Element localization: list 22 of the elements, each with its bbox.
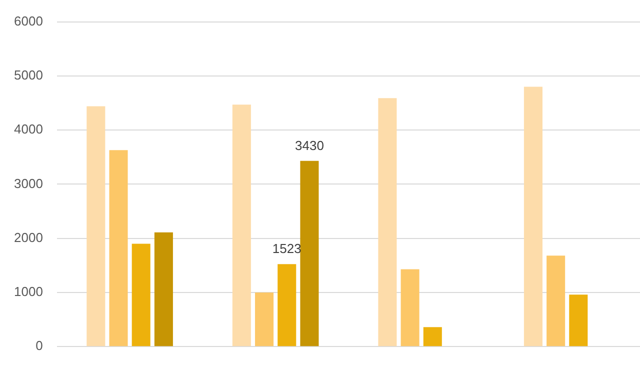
bar: [400, 269, 420, 346]
y-tick-label: 0: [36, 338, 43, 354]
bar: [255, 292, 274, 346]
bar: [546, 256, 566, 346]
bar: [300, 160, 319, 346]
bar: [232, 104, 251, 346]
bar: [378, 98, 397, 346]
data-label: 3430: [295, 138, 324, 153]
bar: [109, 150, 128, 346]
bar: [278, 264, 296, 346]
y-tick-label: 1000: [14, 284, 43, 300]
y-tick-label: 2000: [14, 230, 43, 245]
y-tick-label: 6000: [14, 13, 43, 28]
y-tick-label: 4000: [14, 122, 43, 137]
bar: [86, 106, 106, 346]
bar: [423, 327, 442, 346]
bar: [154, 232, 173, 346]
y-tick-label: 3000: [14, 176, 43, 191]
bar: [569, 294, 588, 346]
bar: [524, 86, 542, 346]
y-tick-label: 5000: [14, 68, 43, 83]
bar: [132, 244, 150, 346]
